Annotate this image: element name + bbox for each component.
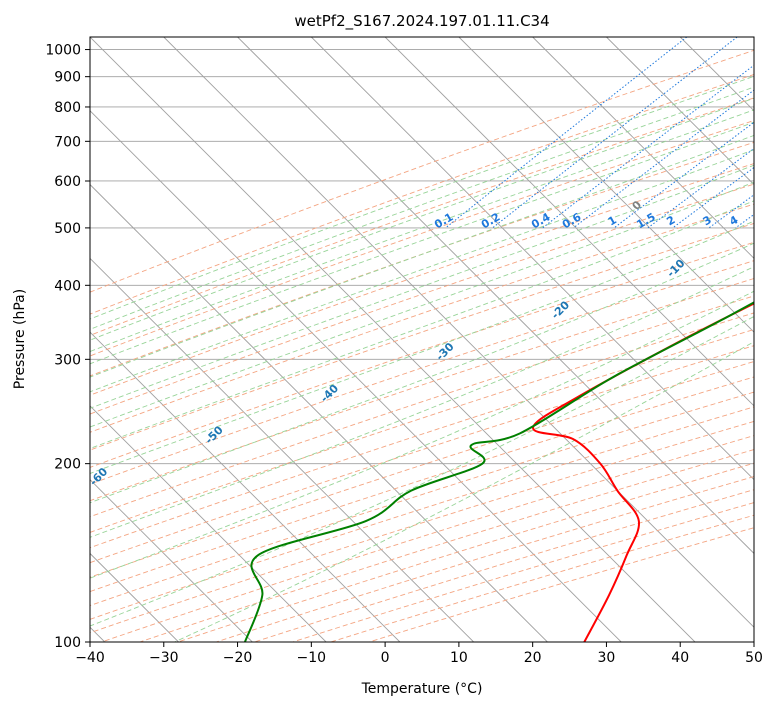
y-tick-label: 100 bbox=[54, 635, 81, 651]
x-tick-label: −40 bbox=[75, 650, 105, 666]
isotherm-line bbox=[532, 37, 754, 259]
x-tick-label: 30 bbox=[598, 650, 616, 666]
dry-adiabat-line bbox=[90, 241, 754, 468]
plot-frame bbox=[89, 36, 755, 643]
moist-adiabat-line bbox=[90, 242, 754, 504]
grid-layer bbox=[90, 37, 754, 642]
dry-adiabat-line bbox=[90, 361, 754, 578]
dry-adiabat-line bbox=[177, 462, 754, 642]
x-axis-label: Temperature (°C) bbox=[361, 681, 483, 697]
y-tick-label: 500 bbox=[54, 221, 81, 237]
mixing-ratio-line bbox=[445, 37, 688, 229]
dry-adiabat-line bbox=[368, 527, 754, 642]
y-tick-label: 300 bbox=[54, 352, 81, 368]
x-tick-label: 20 bbox=[524, 650, 542, 666]
x-tick-label: −10 bbox=[297, 650, 327, 666]
moist-adiabat-line bbox=[90, 149, 754, 393]
y-tick-label: 800 bbox=[54, 100, 81, 116]
y-tick-label: 400 bbox=[54, 278, 81, 294]
dry-adiabat-line bbox=[90, 376, 754, 593]
isotherm-line bbox=[163, 37, 754, 628]
x-tick-label: 0 bbox=[381, 650, 390, 666]
dry-adiabat-line bbox=[216, 476, 754, 642]
dry-adiabat-line bbox=[254, 489, 754, 642]
dry-adiabat-line bbox=[90, 345, 754, 564]
x-tick-label: −20 bbox=[223, 650, 253, 666]
isotherm-line bbox=[90, 110, 622, 642]
isotherm-line bbox=[237, 37, 754, 555]
y-tick-label: 700 bbox=[54, 134, 81, 150]
dry-adiabat-line bbox=[90, 120, 754, 357]
isotherm-line bbox=[90, 183, 548, 642]
moist-adiabat-line bbox=[174, 341, 754, 642]
chart-title: wetPf2_S167.2024.197.01.11.C34 bbox=[294, 12, 549, 31]
x-tick-label: −30 bbox=[149, 650, 179, 666]
dry-adiabat-line bbox=[90, 312, 754, 533]
mixing-ratio-line bbox=[542, 64, 754, 229]
moist-adiabat-line bbox=[90, 164, 754, 409]
temperature-line bbox=[532, 302, 754, 642]
dry-adiabat-line bbox=[90, 141, 754, 377]
mixing-ratio-line bbox=[672, 166, 754, 229]
dry-adiabat-line bbox=[330, 514, 754, 642]
axis-layer: −40 −30 −20 −10 0 10 20 30 40 50 100 200 300 400 500 60… bbox=[45, 43, 763, 666]
x-tick-label: 40 bbox=[671, 650, 689, 666]
data-layer bbox=[243, 301, 754, 642]
moist-adiabat-line bbox=[90, 121, 754, 365]
moist-adiabat-line bbox=[90, 220, 754, 474]
dry-adiabat-line bbox=[90, 163, 754, 396]
mixing-ratio-line bbox=[492, 37, 738, 229]
x-tick-label: 50 bbox=[745, 650, 763, 666]
moist-adiabat-line bbox=[90, 109, 754, 353]
moist-adiabat-line bbox=[90, 181, 754, 428]
dry-adiabat-line bbox=[292, 502, 754, 642]
dry-adiabat-line bbox=[90, 329, 754, 549]
isotherm-line bbox=[384, 37, 754, 407]
isotherm-line bbox=[90, 257, 474, 642]
y-tick-label: 200 bbox=[54, 457, 81, 473]
mixing-ratio-line bbox=[613, 121, 754, 229]
dewpoint-line bbox=[243, 301, 754, 642]
isotherm-line bbox=[90, 37, 696, 642]
y-axis-label: Pressure (hPa) bbox=[12, 289, 28, 389]
y-tick-label: 1000 bbox=[45, 43, 81, 59]
x-tick-label: 10 bbox=[450, 650, 468, 666]
dry-adiabat-line bbox=[90, 278, 754, 502]
moist-adiabat-line bbox=[90, 75, 754, 320]
isotherm-line bbox=[311, 37, 754, 481]
isotherm-line bbox=[90, 405, 327, 642]
dry-adiabat-line bbox=[90, 406, 754, 620]
y-tick-label: 600 bbox=[54, 174, 81, 190]
isotherm-line bbox=[606, 37, 754, 186]
moist-adiabat-line bbox=[90, 266, 754, 538]
dry-adiabat-line bbox=[90, 203, 754, 433]
dry-adiabat-line bbox=[90, 391, 754, 607]
dry-adiabat-line bbox=[90, 183, 754, 415]
y-tick-label: 900 bbox=[54, 70, 81, 86]
